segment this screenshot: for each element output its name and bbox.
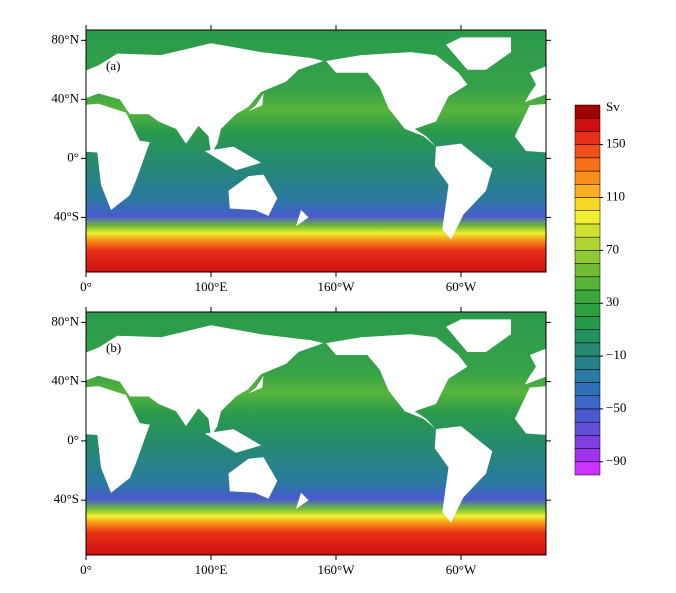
lon-tick-label: 100°E	[195, 562, 228, 577]
colorbar-box	[574, 342, 601, 357]
colorbar-box	[574, 289, 601, 304]
land	[204, 429, 274, 453]
land	[655, 147, 676, 171]
colorbar-box	[574, 355, 601, 370]
land	[434, 426, 493, 523]
frame	[85, 29, 547, 273]
land	[228, 457, 278, 499]
colorbar-box	[574, 170, 601, 185]
land	[86, 325, 324, 437]
colorbar-box	[574, 395, 601, 410]
lon-tick-label: 60°W	[446, 562, 477, 577]
colorbar-box	[574, 276, 601, 291]
colorbar-box	[574, 197, 601, 211]
land	[434, 143, 493, 240]
land	[655, 429, 676, 453]
colorbar-box	[574, 250, 601, 264]
frame	[85, 311, 547, 556]
land	[296, 492, 309, 510]
land	[326, 52, 468, 147]
map-panel	[86, 30, 676, 272]
colorbar-box	[574, 131, 601, 145]
colorbar-box	[574, 382, 601, 396]
colorbar-box	[574, 117, 601, 132]
lat-tick-label: 40°S	[54, 208, 79, 223]
land	[86, 103, 150, 210]
land	[204, 146, 274, 171]
land	[326, 334, 468, 430]
lon-tick-label: 0°	[80, 279, 92, 294]
colorbar-tick-label: −50	[606, 400, 626, 415]
colorbar-tick-label: 110	[606, 188, 625, 203]
land	[446, 319, 511, 352]
colorbar-tick-label: 30	[606, 294, 619, 309]
panel-label: (a)	[106, 58, 120, 73]
colorbar-box	[574, 223, 601, 238]
lon-tick-label: 160°W	[318, 562, 356, 577]
colorbar-box	[574, 144, 601, 159]
colorbar-box	[574, 302, 601, 317]
colorbar-tick-label: 150	[606, 136, 626, 151]
land	[86, 43, 324, 154]
colorbar-box	[574, 263, 601, 278]
colorbar-box	[574, 461, 601, 476]
colorbar-box	[574, 236, 601, 251]
lat-tick-label: 40°S	[54, 491, 79, 506]
land	[524, 348, 546, 385]
lat-tick-label: 0°	[67, 149, 79, 164]
colorbar-box	[574, 184, 601, 198]
land	[524, 66, 546, 103]
lat-tick-label: 40°N	[51, 90, 79, 105]
lat-tick-label: 0°	[67, 432, 79, 447]
land	[228, 174, 278, 216]
land	[248, 93, 264, 112]
lon-tick-label: 160°W	[318, 279, 356, 294]
colorbar-box	[574, 210, 601, 225]
land	[446, 37, 511, 70]
colorbar-box	[574, 157, 601, 172]
land	[514, 104, 546, 153]
map-panel	[86, 312, 676, 555]
colorbar-box	[574, 408, 601, 423]
lat-tick-label: 40°N	[51, 373, 79, 388]
land	[86, 386, 150, 493]
lon-tick-label: 0°	[80, 562, 92, 577]
panel-label: (b)	[106, 340, 121, 355]
land	[514, 386, 546, 435]
colorbar-box	[574, 435, 601, 449]
colorbar-box	[574, 448, 601, 463]
colorbar-box	[574, 421, 601, 436]
colorbar-box	[574, 329, 601, 344]
land	[296, 210, 309, 227]
lat-tick-label: 80°N	[51, 313, 79, 328]
lat-tick-label: 80°N	[51, 31, 79, 46]
colorbar-box	[574, 316, 601, 330]
lon-tick-label: 100°E	[195, 279, 228, 294]
lon-tick-label: 60°W	[446, 279, 477, 294]
colorbar-tick-label: 70	[606, 241, 619, 256]
land	[248, 375, 264, 394]
colorbar-unit: Sv	[606, 99, 620, 114]
colorbar-tick-label: −10	[606, 347, 626, 362]
colorbar-box	[574, 369, 601, 383]
colorbar-tick-label: −90	[606, 453, 626, 468]
colorbar-box	[574, 104, 601, 119]
